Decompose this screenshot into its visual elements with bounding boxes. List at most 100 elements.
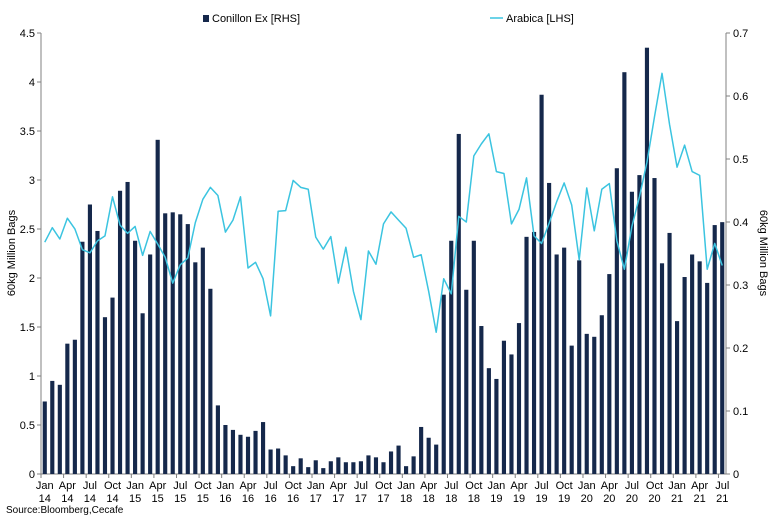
x-tick-label-month: Apr: [330, 480, 347, 492]
x-tick-label-year: 16: [264, 493, 276, 505]
bar: [569, 345, 574, 474]
bar: [599, 315, 604, 474]
x-tick-label-month: Jan: [668, 480, 686, 492]
bar: [185, 224, 190, 474]
bar: [373, 457, 379, 474]
x-tick-label-month: Jan: [578, 480, 596, 492]
bar: [388, 451, 394, 474]
bar: [102, 317, 108, 474]
x-tick-label-month: Jul: [535, 480, 549, 492]
legend-label-arabica: Arabica [LHS]: [506, 13, 574, 25]
x-tick-label-month: Jan: [488, 480, 506, 492]
bar: [155, 139, 160, 474]
bar: [110, 297, 115, 474]
x-tick-label-year: 18: [423, 493, 435, 505]
bar: [712, 225, 717, 474]
bar: [268, 449, 273, 474]
bar: [697, 261, 702, 474]
bar: [208, 288, 213, 474]
bar: [577, 260, 582, 474]
bar: [705, 282, 710, 474]
x-tick-label-month: Apr: [420, 480, 437, 492]
bar: [637, 175, 642, 474]
bar: [95, 230, 100, 474]
x-tick-label-month: Oct: [465, 480, 482, 492]
x-tick-label-year: 15: [197, 493, 209, 505]
bar: [57, 384, 62, 474]
right-tick-label: 0.3: [733, 280, 748, 292]
x-tick-label-year: 14: [39, 493, 51, 505]
x-tick-label-year: 15: [129, 493, 141, 505]
bar-series: [42, 47, 725, 475]
x-tick-label-month: Oct: [194, 480, 211, 492]
legend-swatch-conillon: [203, 15, 209, 22]
bar: [629, 191, 634, 474]
bar: [343, 462, 348, 474]
x-tick-label-month: Jul: [625, 480, 639, 492]
bar: [720, 222, 725, 474]
bar: [381, 462, 386, 474]
x-tick-label-month: Apr: [149, 480, 166, 492]
bar: [584, 333, 589, 474]
bar: [358, 461, 363, 474]
x-tick-label-year: 17: [332, 493, 344, 505]
left-tick-label: 2.5: [20, 224, 35, 236]
right-tick-label: 0.2: [733, 343, 748, 355]
bar: [516, 323, 522, 474]
x-tick-label-month: Oct: [375, 480, 392, 492]
left-tick-label: 2: [29, 273, 35, 285]
bar: [276, 448, 281, 474]
bar: [592, 336, 597, 474]
bar: [622, 72, 627, 474]
line-series: [44, 72, 723, 333]
x-tick-label-year: 21: [671, 493, 683, 505]
bar: [80, 241, 85, 474]
bar: [366, 455, 371, 474]
right-tick-label: 0.6: [733, 91, 748, 103]
bar: [230, 429, 236, 474]
bar: [449, 240, 454, 474]
bar: [614, 168, 619, 475]
x-tick-label-year: 17: [310, 493, 322, 505]
left-tick-label: 1: [29, 371, 35, 383]
bar: [178, 214, 183, 475]
bar: [456, 133, 461, 474]
bar: [42, 401, 47, 474]
x-tick-label-month: Jul: [354, 480, 368, 492]
bar: [441, 294, 446, 474]
bar: [562, 247, 567, 474]
bar: [682, 277, 687, 474]
bar: [291, 466, 296, 474]
bar: [328, 461, 333, 474]
x-tick-label-year: 16: [219, 493, 231, 505]
left-tick-label: 0: [29, 469, 35, 481]
right-tick-label: 0.1: [733, 406, 748, 418]
x-tick-label-month: Apr: [239, 480, 256, 492]
bar: [223, 425, 228, 474]
x-tick-label-month: Jan: [397, 480, 415, 492]
bar: [411, 456, 416, 474]
left-tick-label: 3: [29, 175, 35, 187]
bar: [547, 182, 552, 474]
bar: [298, 458, 303, 474]
bar: [306, 467, 311, 474]
bar: [486, 368, 491, 474]
bar: [607, 274, 612, 474]
right-tick-label: 0.5: [733, 154, 748, 166]
left-tick-label: 1.5: [20, 322, 35, 334]
right-tick-label: 0.7: [733, 28, 748, 40]
bar: [253, 430, 258, 474]
bar: [539, 94, 544, 475]
bar: [675, 321, 680, 474]
x-tick-label-year: 20: [626, 493, 638, 505]
x-tick-label-year: 17: [355, 493, 367, 505]
bar: [524, 236, 529, 474]
bar: [148, 254, 153, 474]
x-tick-label-year: 18: [445, 493, 457, 505]
bar: [125, 181, 130, 474]
bar: [471, 240, 476, 474]
x-tick-label-year: 21: [694, 493, 706, 505]
bar: [72, 339, 77, 474]
bar: [336, 457, 341, 474]
